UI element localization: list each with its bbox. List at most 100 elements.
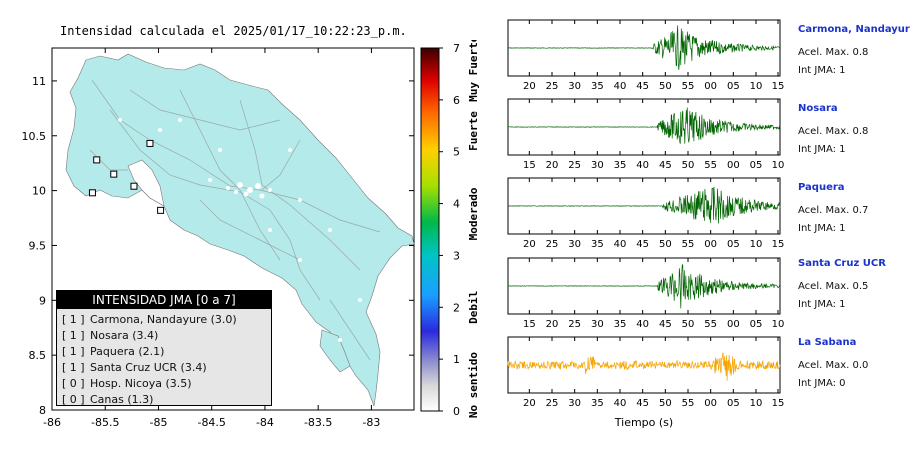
station-marker xyxy=(130,182,138,190)
map-title: Intensidad calculada el 2025/01/17_10:22… xyxy=(60,24,407,38)
waveform-tick-label: 15 xyxy=(772,239,785,250)
waveform-tick-label: 35 xyxy=(614,319,627,330)
y-tick-label: 11 xyxy=(32,75,46,88)
colorbar-tick-label: 0 xyxy=(453,405,460,418)
station-name: Nosara xyxy=(798,103,838,114)
station-marker xyxy=(88,189,96,197)
waveform-tick-label: 35 xyxy=(591,398,604,409)
waveform-trace xyxy=(507,263,781,309)
waveform-tick-label: 50 xyxy=(659,239,672,250)
waveform-tick-label: 05 xyxy=(727,239,740,250)
waveform-tick-label: 55 xyxy=(704,160,717,171)
legend-row: [ 1 ] Paquera (2.1) xyxy=(62,345,165,358)
waveform-tick-label: 10 xyxy=(772,160,785,171)
station-marker xyxy=(146,139,154,147)
waveform-tick-label: 30 xyxy=(568,239,581,250)
y-tick-label: 9.5 xyxy=(29,239,47,252)
colorbar-categories: No sentido Debil Moderado Fuerte Muy Fuerte xyxy=(467,40,480,418)
waveform-tick-label: 45 xyxy=(659,160,672,171)
y-tick-label: 8.5 xyxy=(29,349,47,362)
x-tick-label: -85 xyxy=(149,416,167,429)
y-tick-label: 9 xyxy=(39,294,46,307)
waveform-xlabel: Tiempo (s) xyxy=(614,416,673,429)
waveform-tick-label: 20 xyxy=(546,160,559,171)
map-legend: INTENSIDAD JMA [0 a 7] [ 1 ] Carmona, Nan… xyxy=(56,290,272,406)
colorbar-category-label: Debil xyxy=(467,291,480,324)
waveform-tick-label: 45 xyxy=(636,398,649,409)
waveform-tick-label: 10 xyxy=(750,398,763,409)
colorbar-tick-label: 5 xyxy=(453,146,460,159)
waveform-tick-label: 30 xyxy=(591,319,604,330)
station-name: Carmona, Nandayure xyxy=(798,24,910,35)
waveform-tick-label: 20 xyxy=(523,81,536,92)
waveform-tick-label: 50 xyxy=(682,319,695,330)
waveform-tick-label: 45 xyxy=(636,239,649,250)
station-accel: Acel. Max. 0.7 xyxy=(798,205,869,216)
waveform-tick-label: 10 xyxy=(750,239,763,250)
waveform-tick-label: 05 xyxy=(727,398,740,409)
waveform-tick-label: 00 xyxy=(727,160,740,171)
waveform-tick-label: 05 xyxy=(750,160,763,171)
waveform-tick-label: 25 xyxy=(546,81,559,92)
waveform-tick-label: 30 xyxy=(568,398,581,409)
waveform-tick-label: 40 xyxy=(614,81,627,92)
colorbar-tick-label: 2 xyxy=(453,301,460,314)
waveform-tick-label: 40 xyxy=(636,160,649,171)
waveform-tick-label: 55 xyxy=(704,319,717,330)
y-tick-label: 8 xyxy=(39,404,46,417)
waveform-trace xyxy=(507,107,781,144)
waveform-tick-label: 55 xyxy=(682,239,695,250)
legend-row: [ 1 ] Carmona, Nandayure (3.0) xyxy=(62,313,237,326)
waveform-tick-label: 35 xyxy=(591,81,604,92)
station-marker xyxy=(110,170,118,178)
waveform-tick-label: 20 xyxy=(523,239,536,250)
waveform-tick-label: 10 xyxy=(772,319,785,330)
station-marker xyxy=(93,156,101,164)
colorbar-scale xyxy=(420,47,440,412)
waveform-trace xyxy=(508,25,781,70)
x-tick-label: -85.5 xyxy=(91,416,119,429)
waveform-tick-label: 25 xyxy=(546,239,559,250)
colorbar-tick-label: 7 xyxy=(453,42,460,55)
intensity-colorbar: 0 1 2 3 4 5 6 7 No sentido Debil Moderado Fuerte Mu… xyxy=(420,40,480,418)
waveform-tick-label: 55 xyxy=(682,81,695,92)
waveform-trace xyxy=(507,186,781,224)
waveform-tick-label: 00 xyxy=(727,319,740,330)
station-jma: Int JMA: 1 xyxy=(798,299,846,310)
station-accel: Acel. Max. 0.0 xyxy=(798,360,869,371)
station-accel: Acel. Max. 0.8 xyxy=(798,126,869,137)
waveform-tick-label: 55 xyxy=(682,398,695,409)
legend-row: [ 1 ] Nosara (3.4) xyxy=(62,329,159,342)
y-tick-label: 10.5 xyxy=(22,130,47,143)
waveform-tick-label: 00 xyxy=(704,239,717,250)
waveform-tick-label: 05 xyxy=(750,319,763,330)
waveform-tick-label: 35 xyxy=(591,239,604,250)
waveform-tick-label: 40 xyxy=(614,398,627,409)
legend-row: [ 0 ] Canas (1.3) xyxy=(62,393,154,406)
colorbar-category-label: No sentido xyxy=(467,352,480,419)
colorbar-tick-label: 3 xyxy=(453,249,460,262)
station-jma: Int JMA: 1 xyxy=(798,65,846,76)
waveform-trace xyxy=(507,352,781,381)
station-name: Paquera xyxy=(798,182,845,193)
station-jma: Int JMA: 1 xyxy=(798,144,846,155)
x-tick-label: -83.5 xyxy=(304,416,332,429)
station-jma: Int JMA: 0 xyxy=(798,378,846,389)
waveform-tick-label: 15 xyxy=(772,81,785,92)
colorbar-category-label: Moderado xyxy=(467,187,480,240)
waveform-tick-label: 15 xyxy=(523,319,536,330)
waveform-tick-label: 25 xyxy=(546,398,559,409)
city-cluster xyxy=(118,118,362,342)
colorbar-ticks: 0 1 2 3 4 5 6 7 xyxy=(439,42,460,418)
waveform-tick-label: 20 xyxy=(546,319,559,330)
waveform-tick-label: 50 xyxy=(659,398,672,409)
waveform-tick-label: 15 xyxy=(523,160,536,171)
station-marker xyxy=(157,206,165,214)
waveform-tick-label: 10 xyxy=(750,81,763,92)
waveform-tick-label: 45 xyxy=(659,319,672,330)
waveform-tick-label: 45 xyxy=(636,81,649,92)
waveform-tick-label: 30 xyxy=(591,160,604,171)
legend-row: [ 0 ] Hosp. Nicoya (3.5) xyxy=(62,377,192,390)
waveform-tick-label: 00 xyxy=(704,398,717,409)
waveform-tick-label: 15 xyxy=(772,398,785,409)
